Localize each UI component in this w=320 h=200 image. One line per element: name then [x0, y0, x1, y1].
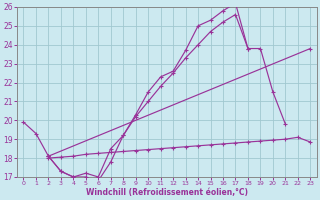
- X-axis label: Windchill (Refroidissement éolien,°C): Windchill (Refroidissement éolien,°C): [86, 188, 248, 197]
